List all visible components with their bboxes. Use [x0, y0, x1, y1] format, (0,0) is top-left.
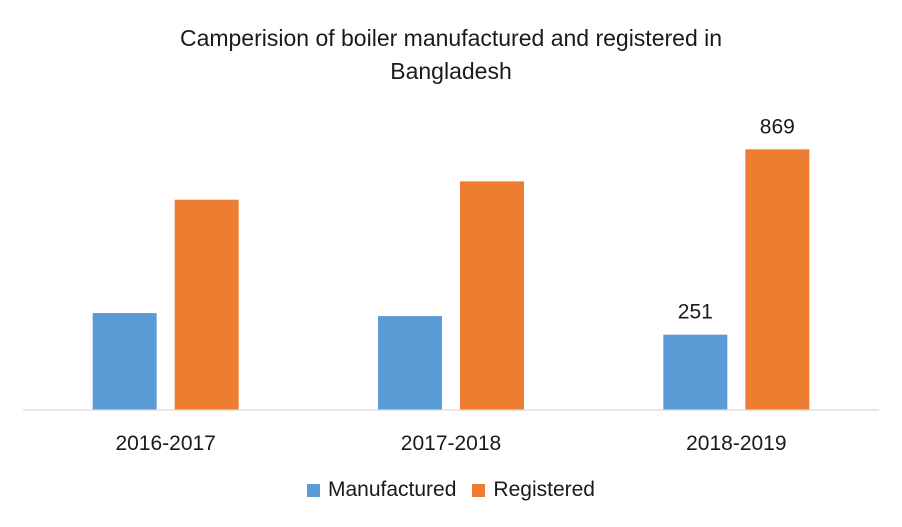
legend-label-registered: Registered [493, 478, 595, 501]
chart-title-line-1: Camperision of boiler manufactured and r… [179, 25, 723, 51]
bar-manufactured-2016-2017 [92, 313, 157, 410]
legend-item-manufactured: Manufactured [307, 478, 456, 502]
legend-swatch-manufactured [307, 483, 320, 497]
legend-swatch-registered [472, 483, 486, 497]
bar-manufactured-2018-2019 [663, 334, 728, 410]
bar-registered-2018-2019 [745, 149, 810, 411]
legend: Manufactured Registered [0, 478, 902, 502]
bar-registered-2017-2018 [460, 181, 524, 410]
x-tick-label-2018-2019: 2018-2019 [686, 432, 786, 455]
chart-title-line-2: Bangladesh [390, 58, 512, 84]
data-label-registered-2018-2019: 869 [760, 115, 795, 138]
chart-title: Camperision of boiler manufactured and r… [0, 22, 902, 88]
bar-manufactured-2017-2018 [378, 316, 442, 410]
legend-label-manufactured: Manufactured [328, 478, 457, 501]
legend-item-registered: Registered [472, 478, 595, 502]
x-tick-label-2017-2018: 2017-2018 [401, 432, 501, 455]
x-tick-label-2016-2017: 2016-2017 [115, 432, 215, 455]
data-label-manufactured-2018-2019: 251 [678, 301, 713, 324]
bar-registered-2016-2017 [174, 199, 239, 410]
